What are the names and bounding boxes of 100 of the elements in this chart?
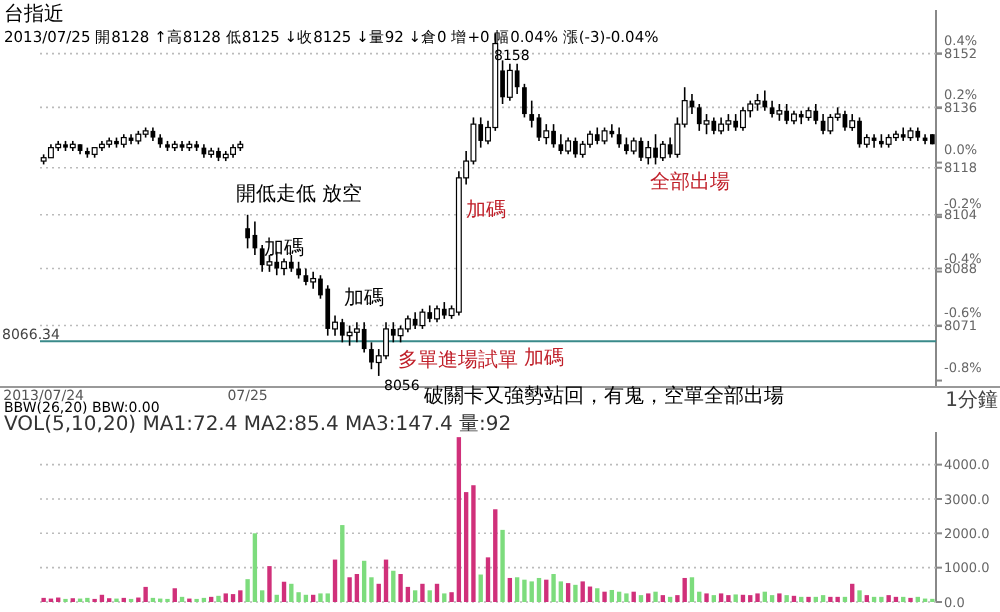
bar (718, 593, 724, 602)
bar (609, 589, 615, 602)
bar (143, 586, 148, 602)
bar (820, 595, 826, 602)
bar (660, 595, 666, 602)
bar (471, 485, 476, 602)
bar (806, 596, 811, 602)
candlestick (857, 116, 862, 149)
bar (857, 590, 862, 602)
annotation: 加碼 (524, 346, 564, 370)
annotation: 全部出場 (650, 170, 730, 194)
candlestick (514, 62, 520, 95)
candlestick (551, 123, 556, 149)
bar (267, 566, 272, 602)
candlestick (739, 106, 746, 132)
bar (361, 560, 367, 602)
candlestick (353, 321, 360, 344)
candlestick (361, 321, 367, 354)
bar (500, 529, 505, 602)
bar (748, 595, 753, 602)
candlestick (259, 244, 265, 273)
bar (551, 574, 556, 602)
bar (711, 595, 717, 602)
bar (507, 577, 513, 602)
bar (332, 559, 338, 602)
bar (289, 583, 294, 602)
candlestick (703, 113, 710, 136)
candlestick (543, 123, 550, 146)
bar (340, 525, 345, 602)
bar (434, 583, 440, 602)
bar (522, 579, 527, 602)
bar (427, 590, 432, 602)
candlestick (522, 83, 527, 119)
annotation: 破關卡又強勢站回，有鬼，空單全部出場 (422, 384, 784, 408)
bar (172, 588, 177, 602)
annotation: VOL(5,10,20) MA1:72.4 MA2:85.4 MA3:147.4 量:92 (4, 414, 512, 436)
bar (886, 595, 891, 602)
bar (230, 594, 236, 602)
bar (784, 595, 789, 602)
bar (223, 593, 228, 602)
annotation: 加碼 (264, 236, 304, 260)
chart-title: 台指近 (4, 2, 64, 26)
candlestick (325, 284, 331, 337)
bar (383, 559, 389, 602)
bar (238, 590, 243, 602)
bar (573, 584, 578, 602)
candlestick (339, 318, 345, 344)
candlestick (506, 62, 513, 102)
candlestick (245, 213, 250, 250)
bar (514, 577, 520, 602)
bar (777, 593, 782, 602)
bar (318, 593, 323, 602)
bar (536, 577, 542, 602)
bar (879, 596, 884, 602)
annotation: 多單進場試單 (398, 348, 518, 372)
candlestick (653, 133, 658, 166)
bar (391, 570, 396, 602)
candlestick (558, 133, 564, 156)
bar (704, 593, 709, 602)
annotation: 開低走低 放空 (236, 182, 363, 206)
candlestick (762, 89, 768, 112)
bar (354, 574, 360, 602)
bar (529, 581, 534, 602)
annotation: 加碼 (466, 198, 506, 222)
bar (755, 593, 760, 602)
candlestick (346, 324, 353, 347)
bar (456, 437, 462, 602)
bar (493, 509, 498, 602)
bar (420, 583, 425, 602)
candlestick (798, 109, 804, 125)
bar (638, 595, 644, 602)
bar (733, 594, 738, 602)
bar (602, 591, 607, 602)
bar (580, 581, 585, 602)
bar (544, 579, 549, 602)
candlestick (696, 103, 702, 132)
candlestick (784, 103, 790, 125)
bar (442, 593, 447, 602)
bar (689, 577, 695, 602)
bar (252, 533, 258, 602)
bar (558, 581, 564, 602)
candlestick (609, 123, 615, 139)
bar (653, 591, 658, 602)
candlestick (827, 113, 834, 136)
bar (769, 595, 775, 602)
bar (624, 593, 629, 602)
candlestick (419, 307, 426, 330)
bar (216, 595, 221, 602)
bar (347, 577, 352, 602)
bar (595, 588, 600, 602)
bar (412, 590, 418, 602)
bar (398, 574, 403, 602)
bar (478, 574, 483, 602)
bar (646, 593, 651, 602)
text: 1分鐘 (945, 388, 998, 412)
bar (864, 595, 869, 602)
bar (325, 593, 330, 602)
annotation: 加碼 (344, 286, 384, 310)
bar (726, 595, 731, 602)
candlestick (645, 140, 652, 166)
